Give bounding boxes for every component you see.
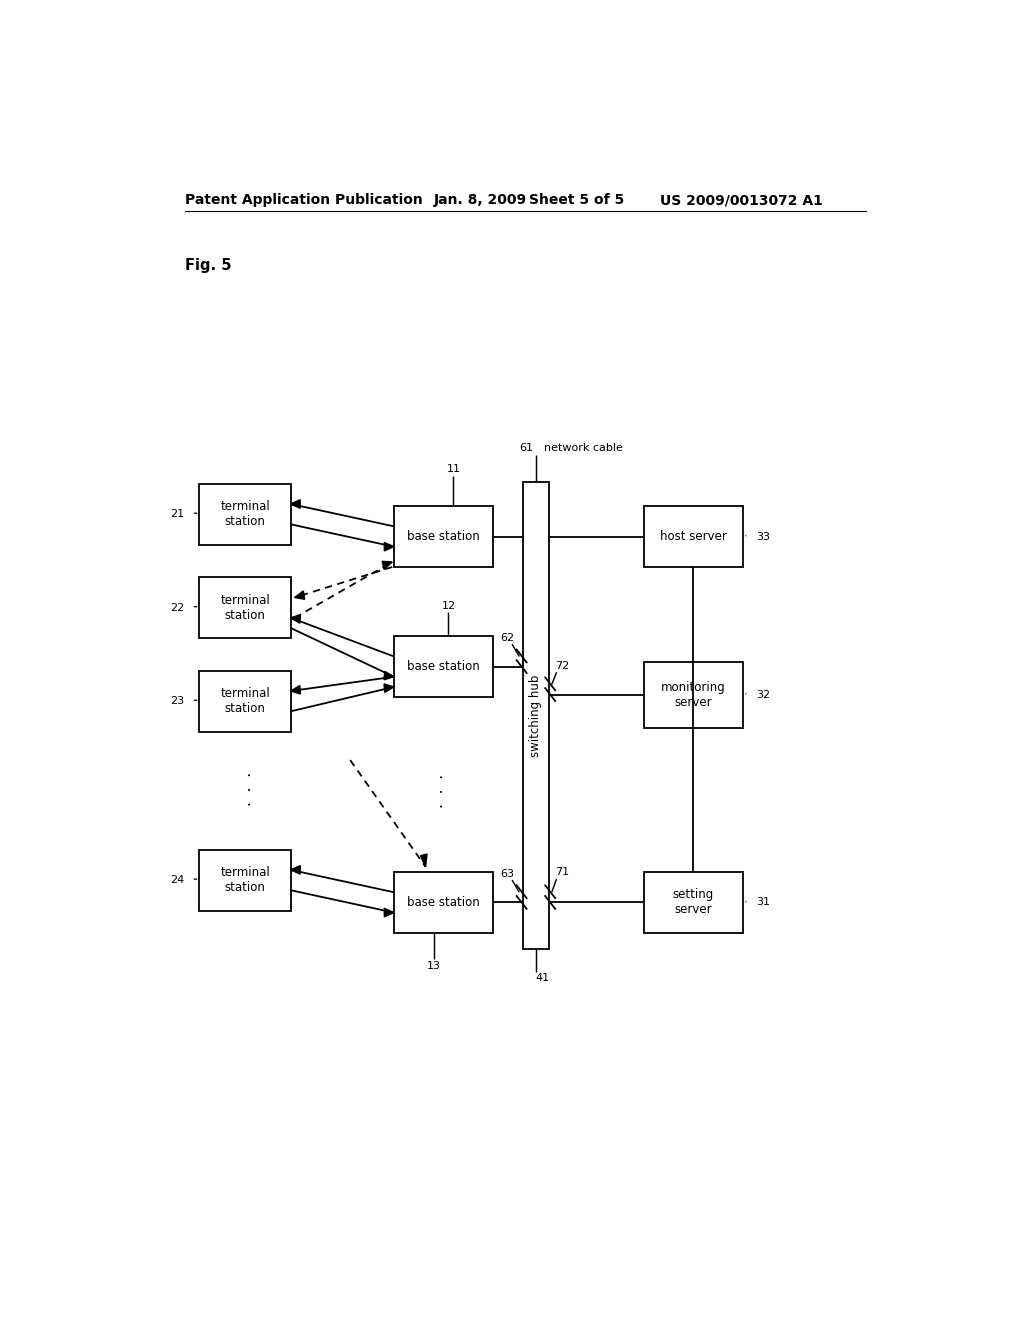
Text: 61: 61 [519, 444, 534, 453]
Text: terminal
station: terminal station [220, 688, 270, 715]
Polygon shape [384, 543, 394, 550]
Text: 71: 71 [555, 867, 569, 876]
Text: 11: 11 [446, 465, 461, 474]
Text: 41: 41 [536, 973, 549, 982]
Text: 22: 22 [170, 603, 184, 612]
Polygon shape [384, 672, 394, 680]
Bar [394, 636, 494, 697]
Polygon shape [382, 561, 392, 569]
Text: network cable: network cable [544, 444, 623, 453]
Text: Sheet 5 of 5: Sheet 5 of 5 [528, 193, 624, 207]
Polygon shape [291, 866, 300, 874]
Bar [200, 850, 291, 911]
Text: base station: base station [408, 531, 480, 543]
Text: host server: host server [660, 531, 727, 543]
Polygon shape [384, 684, 394, 693]
Bar [644, 873, 743, 933]
Bar [200, 671, 291, 731]
Text: monitoring
server: monitoring server [662, 681, 726, 709]
Text: switching hub: switching hub [529, 675, 543, 756]
Text: Jan. 8, 2009: Jan. 8, 2009 [433, 193, 526, 207]
Polygon shape [384, 908, 394, 917]
Text: 62: 62 [501, 634, 514, 643]
Text: Fig. 5: Fig. 5 [185, 257, 231, 273]
Bar [644, 661, 743, 727]
Text: terminal
station: terminal station [220, 500, 270, 528]
Text: 23: 23 [170, 696, 184, 706]
Text: terminal
station: terminal station [220, 866, 270, 894]
Polygon shape [295, 591, 305, 599]
Text: Patent Application Publication: Patent Application Publication [185, 193, 423, 207]
Polygon shape [291, 615, 300, 623]
Polygon shape [421, 854, 427, 867]
Text: 12: 12 [441, 601, 456, 611]
Text: 72: 72 [555, 661, 569, 671]
Polygon shape [291, 685, 300, 694]
Text: 24: 24 [170, 875, 184, 884]
Text: base station: base station [408, 660, 480, 673]
Text: 13: 13 [427, 961, 440, 972]
Text: 31: 31 [756, 898, 770, 907]
Bar [523, 482, 549, 949]
Bar [200, 577, 291, 638]
Text: terminal
station: terminal station [220, 594, 270, 622]
Polygon shape [291, 500, 300, 508]
Bar [644, 506, 743, 568]
Text: setting
server: setting server [673, 888, 714, 916]
Bar [394, 873, 494, 933]
Text: ·  ·  ·: · · · [244, 771, 258, 805]
Bar [394, 506, 494, 568]
Text: ·  ·  ·: · · · [436, 774, 452, 808]
Text: 33: 33 [756, 532, 770, 541]
Text: 63: 63 [501, 869, 514, 879]
Text: US 2009/0013072 A1: US 2009/0013072 A1 [659, 193, 822, 207]
Text: 21: 21 [170, 510, 184, 519]
Bar [200, 483, 291, 545]
Text: 32: 32 [756, 689, 770, 700]
Text: base station: base station [408, 896, 480, 909]
